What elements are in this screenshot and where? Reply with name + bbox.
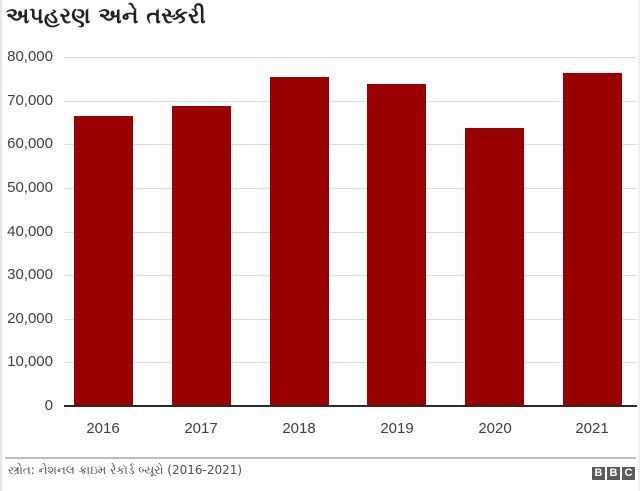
gridline: [64, 101, 637, 102]
y-axis-tick-label: 80,000: [7, 48, 53, 65]
gridline: [64, 188, 637, 189]
gridline: [64, 319, 637, 320]
bbc-logo-letter-b2: B: [607, 467, 620, 480]
x-axis-tick-label: 2019: [380, 420, 414, 437]
x-axis-tick-label: 2020: [478, 420, 512, 437]
bar-2019: [367, 84, 426, 406]
y-axis-tick-label: 70,000: [7, 92, 53, 109]
bbc-logo-letter-b1: B: [592, 467, 605, 480]
x-axis-tick-label: 2021: [575, 420, 609, 437]
y-axis-tick-label: 0: [44, 397, 53, 414]
bbc-logo: B B C: [592, 467, 635, 480]
bar-2018: [270, 77, 329, 406]
x-axis-tick-label: 2018: [282, 420, 316, 437]
right-border: [638, 0, 640, 491]
bar-2016: [74, 116, 133, 406]
gridline: [64, 57, 637, 58]
bar-2017: [172, 106, 231, 406]
gridline: [64, 362, 637, 363]
y-axis-tick-label: 10,000: [7, 353, 53, 370]
bar-2021: [563, 73, 622, 406]
footer-divider: [5, 457, 636, 459]
x-axis-tick-label: 2017: [184, 420, 218, 437]
bar-2020: [465, 128, 524, 406]
y-axis-tick-label: 30,000: [7, 266, 53, 283]
x-axis-tick-label: 2016: [86, 420, 120, 437]
gridline: [64, 275, 637, 276]
chart-title: અપહરણ અને તસ્કરી: [6, 4, 206, 29]
y-axis-tick-label: 40,000: [7, 223, 53, 240]
gridline: [64, 232, 637, 233]
gridline: [64, 144, 637, 145]
y-axis-tick-label: 50,000: [7, 179, 53, 196]
left-border: [0, 0, 2, 491]
y-axis-tick-label: 20,000: [7, 310, 53, 327]
plot-area: 0 10,000 20,000 30,000 40,000 50,000 60,000 70,…: [7, 48, 637, 437]
y-axis-tick-label: 60,000: [7, 135, 53, 152]
bbc-logo-letter-c: C: [622, 467, 635, 480]
source-note: સ્ત્રોત: નેશનલ ક્રાઇમ રેકૉર્ડ બ્યૂરો (20…: [8, 463, 243, 477]
x-axis-baseline: [64, 405, 637, 407]
